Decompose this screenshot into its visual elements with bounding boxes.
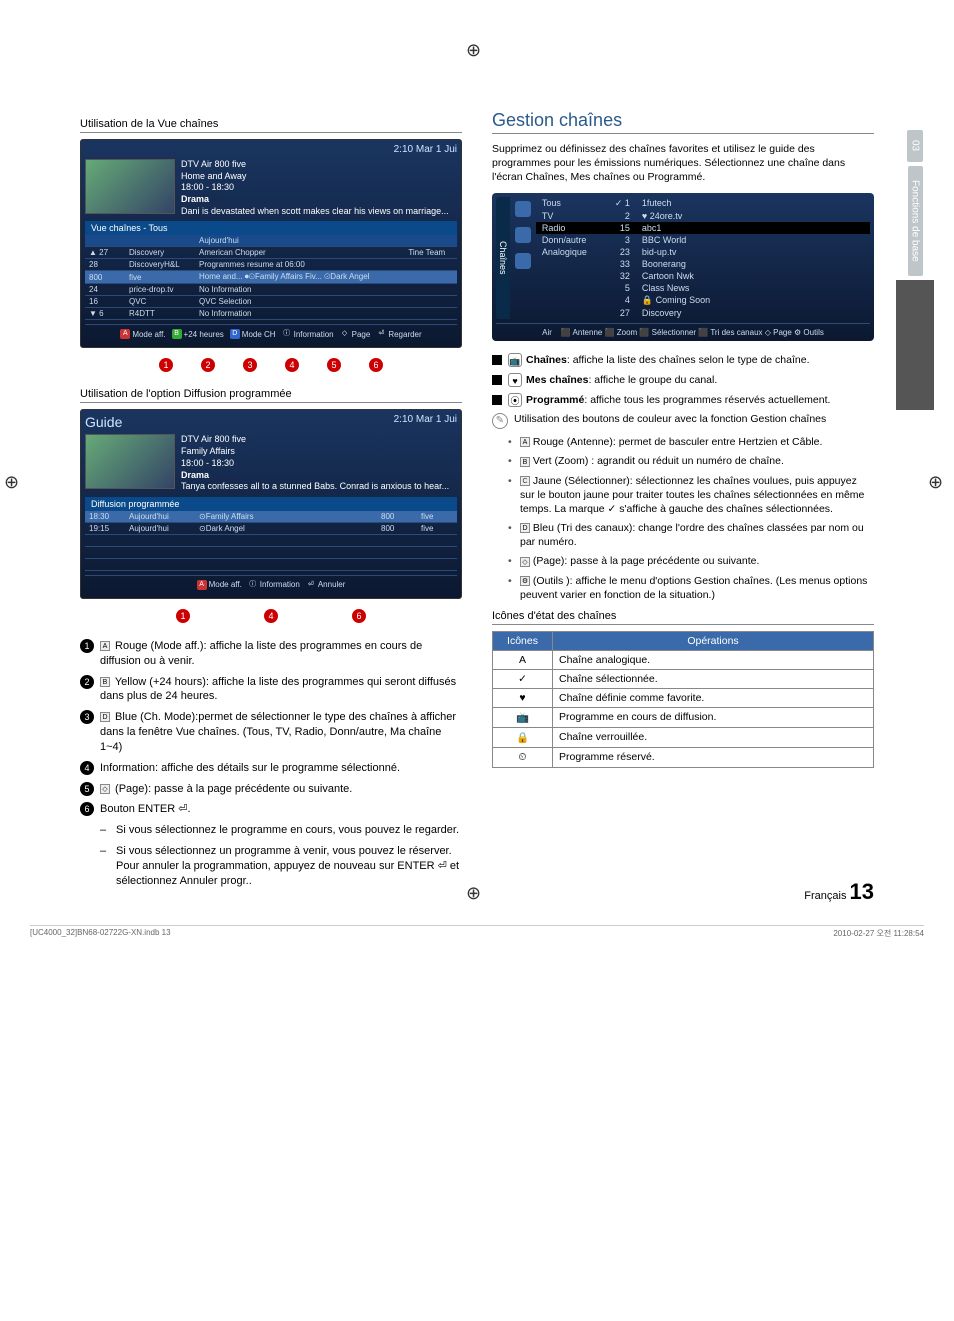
bullet-list: 📺Chaînes: affiche la liste des chaînes s… [492, 353, 874, 408]
main-heading: Gestion chaînes [492, 110, 874, 134]
program-meta: DTV Air 800 five Family Affairs 18:00 - … [181, 434, 449, 492]
print-footer: [UC4000_32]BN68-02722G-XN.indb 13 2010-0… [30, 925, 924, 939]
channel-view-panel: 2:10 Mar 1 Jui DTV Air 800 five Home and… [80, 139, 462, 348]
sub-list: –Si vous sélectionnez le programme en co… [100, 823, 462, 888]
schedule-table: 18:30Aujourd'hui⊙Family Affairs800five19… [85, 511, 457, 571]
panel-footer: Air ⬛ Antenne ⬛ Zoom ⬛ Sélectionner ⬛ Tr… [496, 323, 870, 337]
regmark-icon [4, 472, 26, 494]
status-icon-table: Icônes Opérations AChaîne analogique.✓Ch… [492, 631, 874, 768]
note-text: Utilisation des boutons de couleur avec … [514, 413, 826, 429]
preview-thumb [85, 434, 175, 489]
vertical-tab: Chaînes [496, 197, 510, 319]
callout-row: 123456 [80, 358, 462, 372]
panel-time: 2:10 Mar 1 Jui [394, 144, 457, 155]
callout-row: 146 [80, 609, 462, 623]
right-column: Gestion chaînes Supprimez ou définissez … [492, 110, 874, 895]
note-block: ✎ Utilisation des boutons de couleur ave… [492, 413, 874, 429]
view-tab: Vue chaînes - Tous [85, 221, 457, 235]
panel-legend: A Mode aff.ⓘ Information⏎ Annuler [85, 575, 457, 594]
color-button-list: A Rouge (Antenne): permet de basculer en… [508, 435, 874, 602]
print-file: [UC4000_32]BN68-02722G-XN.indb 13 [30, 928, 171, 939]
chapter-number: 03 [907, 130, 923, 162]
prog-name: Home and Away [181, 171, 449, 183]
intro-text: Supprimez ou définissez des chaînes favo… [492, 142, 874, 185]
section-heading: Utilisation de la Vue chaînes [80, 118, 462, 133]
page-number: 13 [850, 879, 874, 904]
icon-column [510, 197, 536, 319]
page-footer: Français 13 [804, 879, 874, 905]
note-icon: ✎ [492, 413, 508, 429]
prog-time: 18:00 - 18:30 [181, 458, 449, 470]
prog-name: Family Affairs [181, 446, 449, 458]
tv-icon [515, 201, 531, 217]
prog-desc: Dani is devastated when scott makes clea… [181, 206, 449, 218]
panel-legend: A Mode aff.B +24 heuresD Mode CHⓘ Inform… [85, 324, 457, 343]
left-column: Utilisation de la Vue chaînes 2:10 Mar 1… [80, 110, 462, 895]
program-meta: DTV Air 800 five Home and Away 18:00 - 1… [181, 159, 449, 217]
channel-lists: Tous✓ 11futechTV2♥ 24ore.tvRadio15abc1Do… [536, 197, 870, 319]
section-heading: Utilisation de l'option Diffusion progra… [80, 388, 462, 403]
channel-table: Aujourd'hui ▲ 27DiscoveryAmerican Choppe… [85, 235, 457, 320]
period-header: Aujourd'hui [195, 235, 404, 247]
heart-icon [515, 227, 531, 243]
disc-icon [515, 253, 531, 269]
chapter-label: Fonctions de base [908, 166, 923, 276]
prog-genre: Drama [181, 470, 449, 482]
table-header: Icônes [493, 631, 553, 650]
prog-genre: Drama [181, 194, 449, 206]
footer-left: Air [542, 328, 552, 337]
guide-panel: Guide 2:10 Mar 1 Jui DTV Air 800 five Fa… [80, 409, 462, 598]
channel-manager-panel: Chaînes Tous✓ 11futechTV2♥ 24ore.tvRadio… [492, 193, 874, 341]
prog-desc: Tanya confesses all to a stunned Babs. C… [181, 481, 449, 493]
footer-legend: ⬛ Antenne ⬛ Zoom ⬛ Sélectionner ⬛ Tri de… [561, 328, 824, 337]
view-tab: Diffusion programmée [85, 497, 457, 511]
side-tab: 03 Fonctions de base [896, 130, 934, 410]
panel-title: Guide [85, 414, 122, 430]
preview-thumb [85, 159, 175, 214]
description-list: 1A Rouge (Mode aff.): affiche la liste d… [80, 639, 462, 817]
print-date: 2010-02-27 오전 11:28:54 [833, 928, 924, 939]
regmark-icon [466, 40, 488, 62]
side-dark-block [896, 280, 934, 410]
regmark-icon [928, 472, 950, 494]
prog-channel: DTV Air 800 five [181, 434, 449, 446]
panel-time: 2:10 Mar 1 Jui [394, 414, 457, 430]
prog-time: 18:00 - 18:30 [181, 182, 449, 194]
section-heading: Icônes d'état des chaînes [492, 610, 874, 625]
prog-channel: DTV Air 800 five [181, 159, 449, 171]
regmark-icon [466, 883, 488, 905]
footer-lang: Français [804, 890, 846, 902]
table-header: Opérations [553, 631, 874, 650]
